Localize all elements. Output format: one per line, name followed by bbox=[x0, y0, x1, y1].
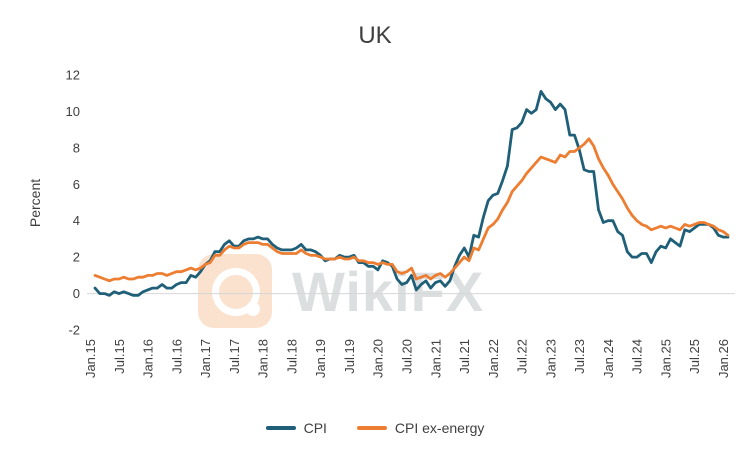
wikifx-logo-icon bbox=[198, 254, 272, 328]
svg-text:Jan.20: Jan.20 bbox=[371, 339, 386, 378]
svg-text:Jul.25: Jul.25 bbox=[687, 339, 702, 374]
svg-text:4: 4 bbox=[73, 213, 80, 228]
legend-swatch-cpi bbox=[265, 426, 296, 430]
svg-text:Jul.20: Jul.20 bbox=[400, 339, 415, 374]
logo-dot-shape bbox=[246, 302, 260, 316]
svg-text:Jan.16: Jan.16 bbox=[141, 339, 156, 378]
svg-text:Jul.18: Jul.18 bbox=[284, 339, 299, 374]
svg-text:Jul.24: Jul.24 bbox=[630, 339, 645, 374]
svg-text:Jan.21: Jan.21 bbox=[428, 339, 443, 378]
svg-text:Jan.15: Jan.15 bbox=[83, 339, 98, 378]
svg-text:8: 8 bbox=[73, 140, 80, 155]
legend-swatch-cpi-ex-energy bbox=[356, 426, 387, 430]
legend-label-cpi: CPI bbox=[303, 420, 327, 436]
legend: CPI CPI ex-energy bbox=[0, 420, 750, 436]
svg-text:0: 0 bbox=[73, 286, 80, 301]
svg-text:Jan.19: Jan.19 bbox=[313, 339, 328, 378]
svg-text:Jul.22: Jul.22 bbox=[515, 339, 530, 374]
watermark: WikiFX bbox=[198, 248, 484, 334]
legend-item-cpi: CPI bbox=[265, 420, 327, 436]
svg-text:Jul.16: Jul.16 bbox=[169, 339, 184, 374]
svg-text:Jan.23: Jan.23 bbox=[543, 339, 558, 378]
svg-text:Jul.15: Jul.15 bbox=[112, 339, 127, 374]
svg-text:Jan.22: Jan.22 bbox=[486, 339, 501, 378]
legend-item-cpi-ex-energy: CPI ex-energy bbox=[356, 420, 485, 436]
svg-text:Jul.21: Jul.21 bbox=[457, 339, 472, 374]
svg-text:6: 6 bbox=[73, 177, 80, 192]
plot-series-group: -2 0 2 4 6 8 10 12 Jan.15 Jul.15 Jan.16 Jul.16 Jan.1… bbox=[66, 68, 735, 378]
y-axis-title: Percent bbox=[27, 179, 43, 227]
svg-text:10: 10 bbox=[66, 104, 80, 119]
chart-title: UK bbox=[358, 22, 392, 49]
legend-label-cpi-ex-energy: CPI ex-energy bbox=[394, 420, 485, 436]
svg-text:Jan.24: Jan.24 bbox=[601, 339, 616, 378]
logo-ring-shape bbox=[212, 268, 260, 316]
svg-text:Jul.17: Jul.17 bbox=[227, 339, 242, 374]
svg-text:Jan.25: Jan.25 bbox=[658, 339, 673, 378]
svg-text:2: 2 bbox=[73, 250, 80, 265]
svg-text:Jan.18: Jan.18 bbox=[256, 339, 271, 378]
svg-text:Jul.23: Jul.23 bbox=[572, 339, 587, 374]
svg-text:Jul.19: Jul.19 bbox=[342, 339, 357, 374]
svg-text:12: 12 bbox=[66, 68, 80, 83]
svg-text:Jan.17: Jan.17 bbox=[198, 339, 213, 378]
svg-text:Jan.26: Jan.26 bbox=[716, 339, 731, 378]
svg-text:-2: -2 bbox=[68, 323, 80, 338]
